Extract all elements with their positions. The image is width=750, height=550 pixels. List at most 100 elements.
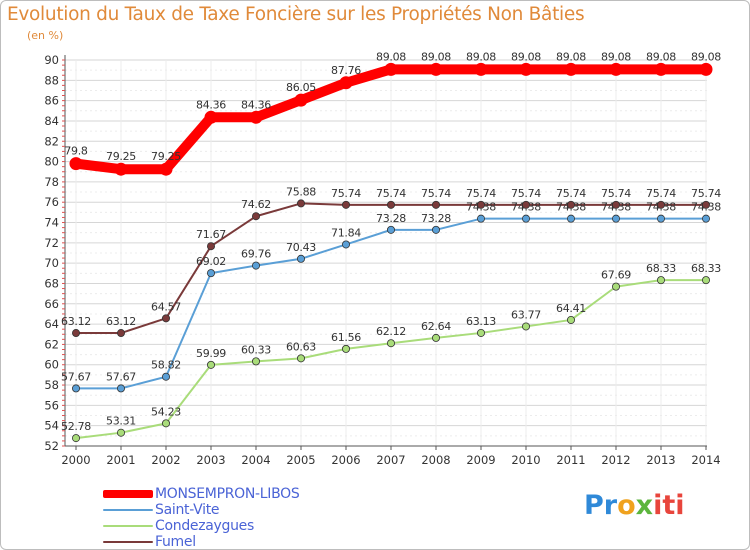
x-tick-label: 2013: [646, 453, 675, 467]
data-point-fumel: [341, 200, 350, 209]
x-tick-label: 2002: [151, 453, 180, 467]
data-point-condezaygues: [612, 282, 621, 291]
data-point-fumel: [702, 200, 711, 209]
data-point-monsempron-libos: [114, 162, 128, 176]
data-label-monsempron-libos: 79.8: [64, 145, 88, 158]
data-label-monsempron-libos: 79.25: [106, 150, 136, 163]
x-tick-label: 2005: [286, 453, 315, 467]
data-label-saint-vite: 70.43: [286, 241, 316, 254]
y-tick-label: 90: [44, 53, 59, 67]
x-tick-label: 2006: [331, 453, 360, 467]
legend-swatch-fumel: [103, 541, 153, 543]
data-point-saint-vite: [251, 261, 260, 270]
y-tick-label: 64: [44, 317, 59, 331]
data-label-fumel: 75.74: [556, 187, 586, 200]
data-label-fumel: 75.74: [376, 187, 406, 200]
data-label-condezaygues: 62.64: [421, 320, 451, 333]
y-tick-label: 54: [44, 419, 59, 433]
x-tick-label: 2001: [106, 453, 135, 467]
data-label-monsempron-libos: 89.08: [556, 50, 586, 63]
y-tick-label: 86: [44, 94, 59, 108]
data-point-condezaygues: [386, 339, 395, 348]
data-label-saint-vite: 74.38: [556, 201, 586, 214]
data-point-condezaygues: [251, 357, 260, 366]
data-point-saint-vite: [296, 254, 305, 263]
x-tick-label: 2009: [466, 453, 495, 467]
data-label-fumel: 63.12: [61, 315, 91, 328]
data-label-saint-vite: 57.67: [106, 370, 136, 383]
x-tick-label: 2007: [376, 453, 405, 467]
data-point-monsempron-libos: [294, 93, 308, 107]
data-label-saint-vite: 74.38: [466, 201, 496, 214]
legend-swatch-condezaygues: [103, 525, 153, 527]
data-point-condezaygues: [161, 419, 170, 428]
data-point-saint-vite: [522, 214, 531, 223]
data-point-saint-vite: [206, 269, 215, 278]
y-tick-label: 56: [44, 398, 59, 412]
y-tick-label: 66: [44, 297, 59, 311]
data-point-saint-vite: [341, 240, 350, 249]
y-tick-label: 78: [44, 175, 59, 189]
data-point-fumel: [72, 329, 81, 338]
data-point-fumel: [251, 212, 260, 221]
legend-label-fumel: Fumel: [155, 534, 196, 550]
data-point-fumel: [296, 199, 305, 208]
data-label-saint-vite: 69.02: [196, 255, 226, 268]
data-point-monsempron-libos: [204, 110, 218, 124]
y-tick-label: 88: [44, 73, 59, 87]
data-label-condezaygues: 68.33: [691, 262, 721, 275]
data-label-monsempron-libos: 89.08: [376, 50, 406, 63]
data-label-saint-vite: 73.28: [421, 212, 451, 225]
data-label-saint-vite: 74.38: [646, 201, 676, 214]
data-point-fumel: [386, 200, 395, 209]
data-label-condezaygues: 60.33: [241, 343, 271, 356]
data-label-saint-vite: 57.67: [61, 370, 91, 383]
data-label-monsempron-libos: 87.76: [331, 64, 361, 77]
data-point-condezaygues: [702, 276, 711, 285]
data-point-condezaygues: [657, 276, 666, 285]
data-point-fumel: [567, 200, 576, 209]
data-label-fumel: 75.74: [511, 187, 541, 200]
data-point-saint-vite: [161, 372, 170, 381]
data-label-monsempron-libos: 89.08: [466, 50, 496, 63]
chart-title: Evolution du Taux de Taxe Foncière sur l…: [7, 4, 585, 25]
data-label-condezaygues: 61.56: [331, 331, 361, 344]
y-tick-label: 84: [44, 114, 59, 128]
data-label-fumel: 75.74: [421, 187, 451, 200]
data-point-saint-vite: [612, 214, 621, 223]
data-label-condezaygues: 64.41: [556, 302, 586, 315]
data-label-monsempron-libos: 89.08: [421, 50, 451, 63]
y-tick-label: 82: [44, 134, 59, 148]
y-tick-label: 52: [44, 439, 59, 453]
x-tick-label: 2014: [691, 453, 720, 467]
data-label-fumel: 64.57: [151, 300, 181, 313]
data-point-condezaygues: [341, 344, 350, 353]
data-label-monsempron-libos: 84.36: [196, 98, 226, 111]
data-point-monsempron-libos: [564, 62, 578, 76]
data-point-monsempron-libos: [519, 62, 533, 76]
data-label-monsempron-libos: 89.08: [601, 50, 631, 63]
legend-label-saint-vite: Saint-Vite: [155, 502, 220, 518]
data-label-monsempron-libos: 89.08: [646, 50, 676, 63]
data-point-monsempron-libos: [699, 62, 713, 76]
data-point-saint-vite: [431, 225, 440, 234]
data-point-saint-vite: [567, 214, 576, 223]
data-point-condezaygues: [431, 333, 440, 342]
data-label-saint-vite: 69.76: [241, 248, 271, 261]
data-point-monsempron-libos: [339, 76, 353, 90]
data-label-condezaygues: 62.12: [376, 325, 406, 338]
data-point-saint-vite: [117, 384, 126, 393]
data-point-fumel: [431, 200, 440, 209]
legend-swatch-monsempron-libos: [103, 490, 153, 498]
data-point-condezaygues: [522, 322, 531, 331]
data-point-condezaygues: [72, 434, 81, 443]
data-label-monsempron-libos: 89.08: [511, 50, 541, 63]
data-label-condezaygues: 59.99: [196, 347, 226, 360]
x-tick-label: 2012: [601, 453, 630, 467]
data-label-monsempron-libos: 84.36: [241, 98, 271, 111]
y-tick-label: 68: [44, 276, 59, 290]
x-tick-label: 2008: [421, 453, 450, 467]
data-label-monsempron-libos: 89.08: [691, 50, 721, 63]
data-point-condezaygues: [567, 315, 576, 324]
